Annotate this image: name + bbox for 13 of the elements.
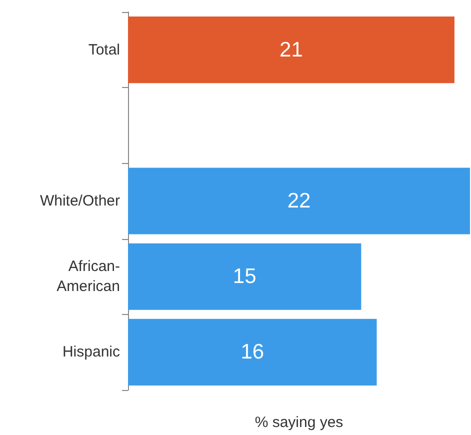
data-label: 15 xyxy=(232,265,256,288)
bar xyxy=(128,168,470,234)
y-tick-label: White/Other xyxy=(40,192,120,210)
bar xyxy=(128,243,362,310)
data-label: 22 xyxy=(287,190,311,212)
data-label: 21 xyxy=(280,38,303,62)
y-tick-label: African-American xyxy=(56,258,120,296)
x-axis-title: % saying yes xyxy=(254,414,344,431)
bar xyxy=(128,318,377,386)
bar xyxy=(128,16,454,84)
y-tick-label: Total xyxy=(88,41,120,58)
data-label: 16 xyxy=(240,340,264,364)
y-tick-label: Hispanic xyxy=(62,344,120,361)
